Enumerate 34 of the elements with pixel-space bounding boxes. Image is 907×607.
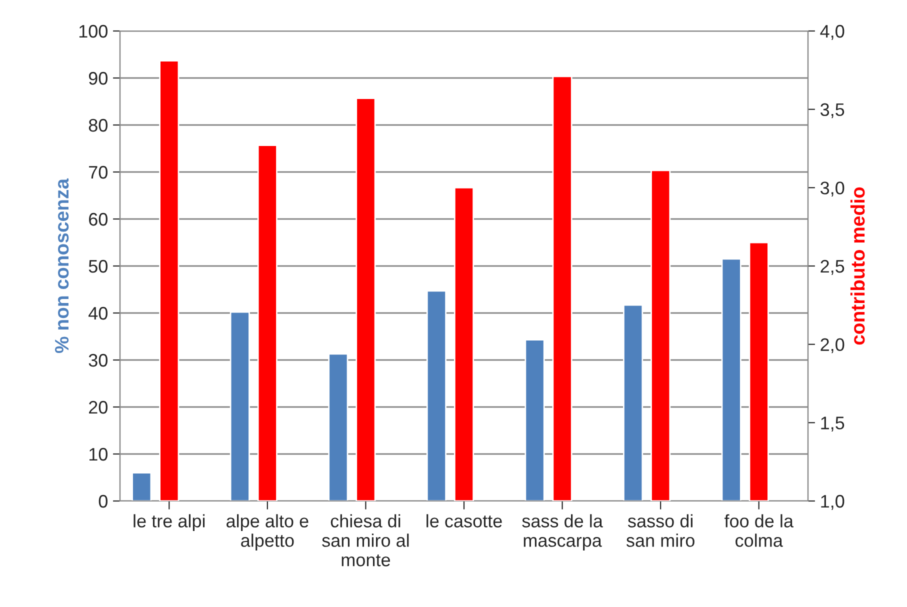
bar: [328, 353, 348, 501]
bar: [132, 472, 152, 501]
bar: [721, 258, 742, 501]
x-tick-label: chiesa di san miro al monte: [322, 514, 409, 566]
y-tick-label: 70: [89, 166, 108, 179]
y2-axis-title: contributo medio: [850, 187, 865, 345]
y-tick-label: 60: [89, 212, 108, 226]
y2-tick-label: 4,0: [820, 24, 844, 40]
y2-tick-label: 1,0: [821, 494, 844, 510]
y-tick-label: 0: [98, 494, 108, 508]
y2-tick-label: 1,5: [821, 416, 844, 432]
y2-tick-label: 2,5: [820, 260, 844, 275]
y-axis-title: % non conoscenza: [54, 178, 69, 354]
bar: [623, 304, 644, 501]
y-tick-label: 80: [88, 118, 108, 132]
bar: [524, 339, 545, 501]
x-tick-label: foo de la colma: [724, 514, 794, 547]
y-tick-label: 10: [89, 448, 108, 461]
y-tick-label: 50: [88, 260, 108, 273]
y2-tick-label: 3,0: [820, 182, 844, 197]
x-tick-label: le casotte: [426, 514, 502, 528]
bar: [426, 290, 447, 501]
x-tick-label: sass de la mascarpa: [522, 514, 603, 550]
x-tick-label: sasso di san miro: [626, 514, 694, 547]
y-tick-label: 40: [88, 306, 108, 320]
x-tick-label: le tre alpi: [134, 514, 205, 532]
y-tick-label: 90: [88, 72, 108, 85]
y-tick-label: 30: [88, 354, 108, 367]
x-tick-label: alpe alto e alpetto: [226, 514, 308, 550]
y-tick-label: 20: [89, 400, 108, 414]
y-tick-label: 100: [79, 24, 108, 38]
bar: [230, 311, 250, 501]
y2-tick-label: 3,5: [820, 103, 844, 118]
y2-tick-label: 2,0: [820, 338, 844, 354]
